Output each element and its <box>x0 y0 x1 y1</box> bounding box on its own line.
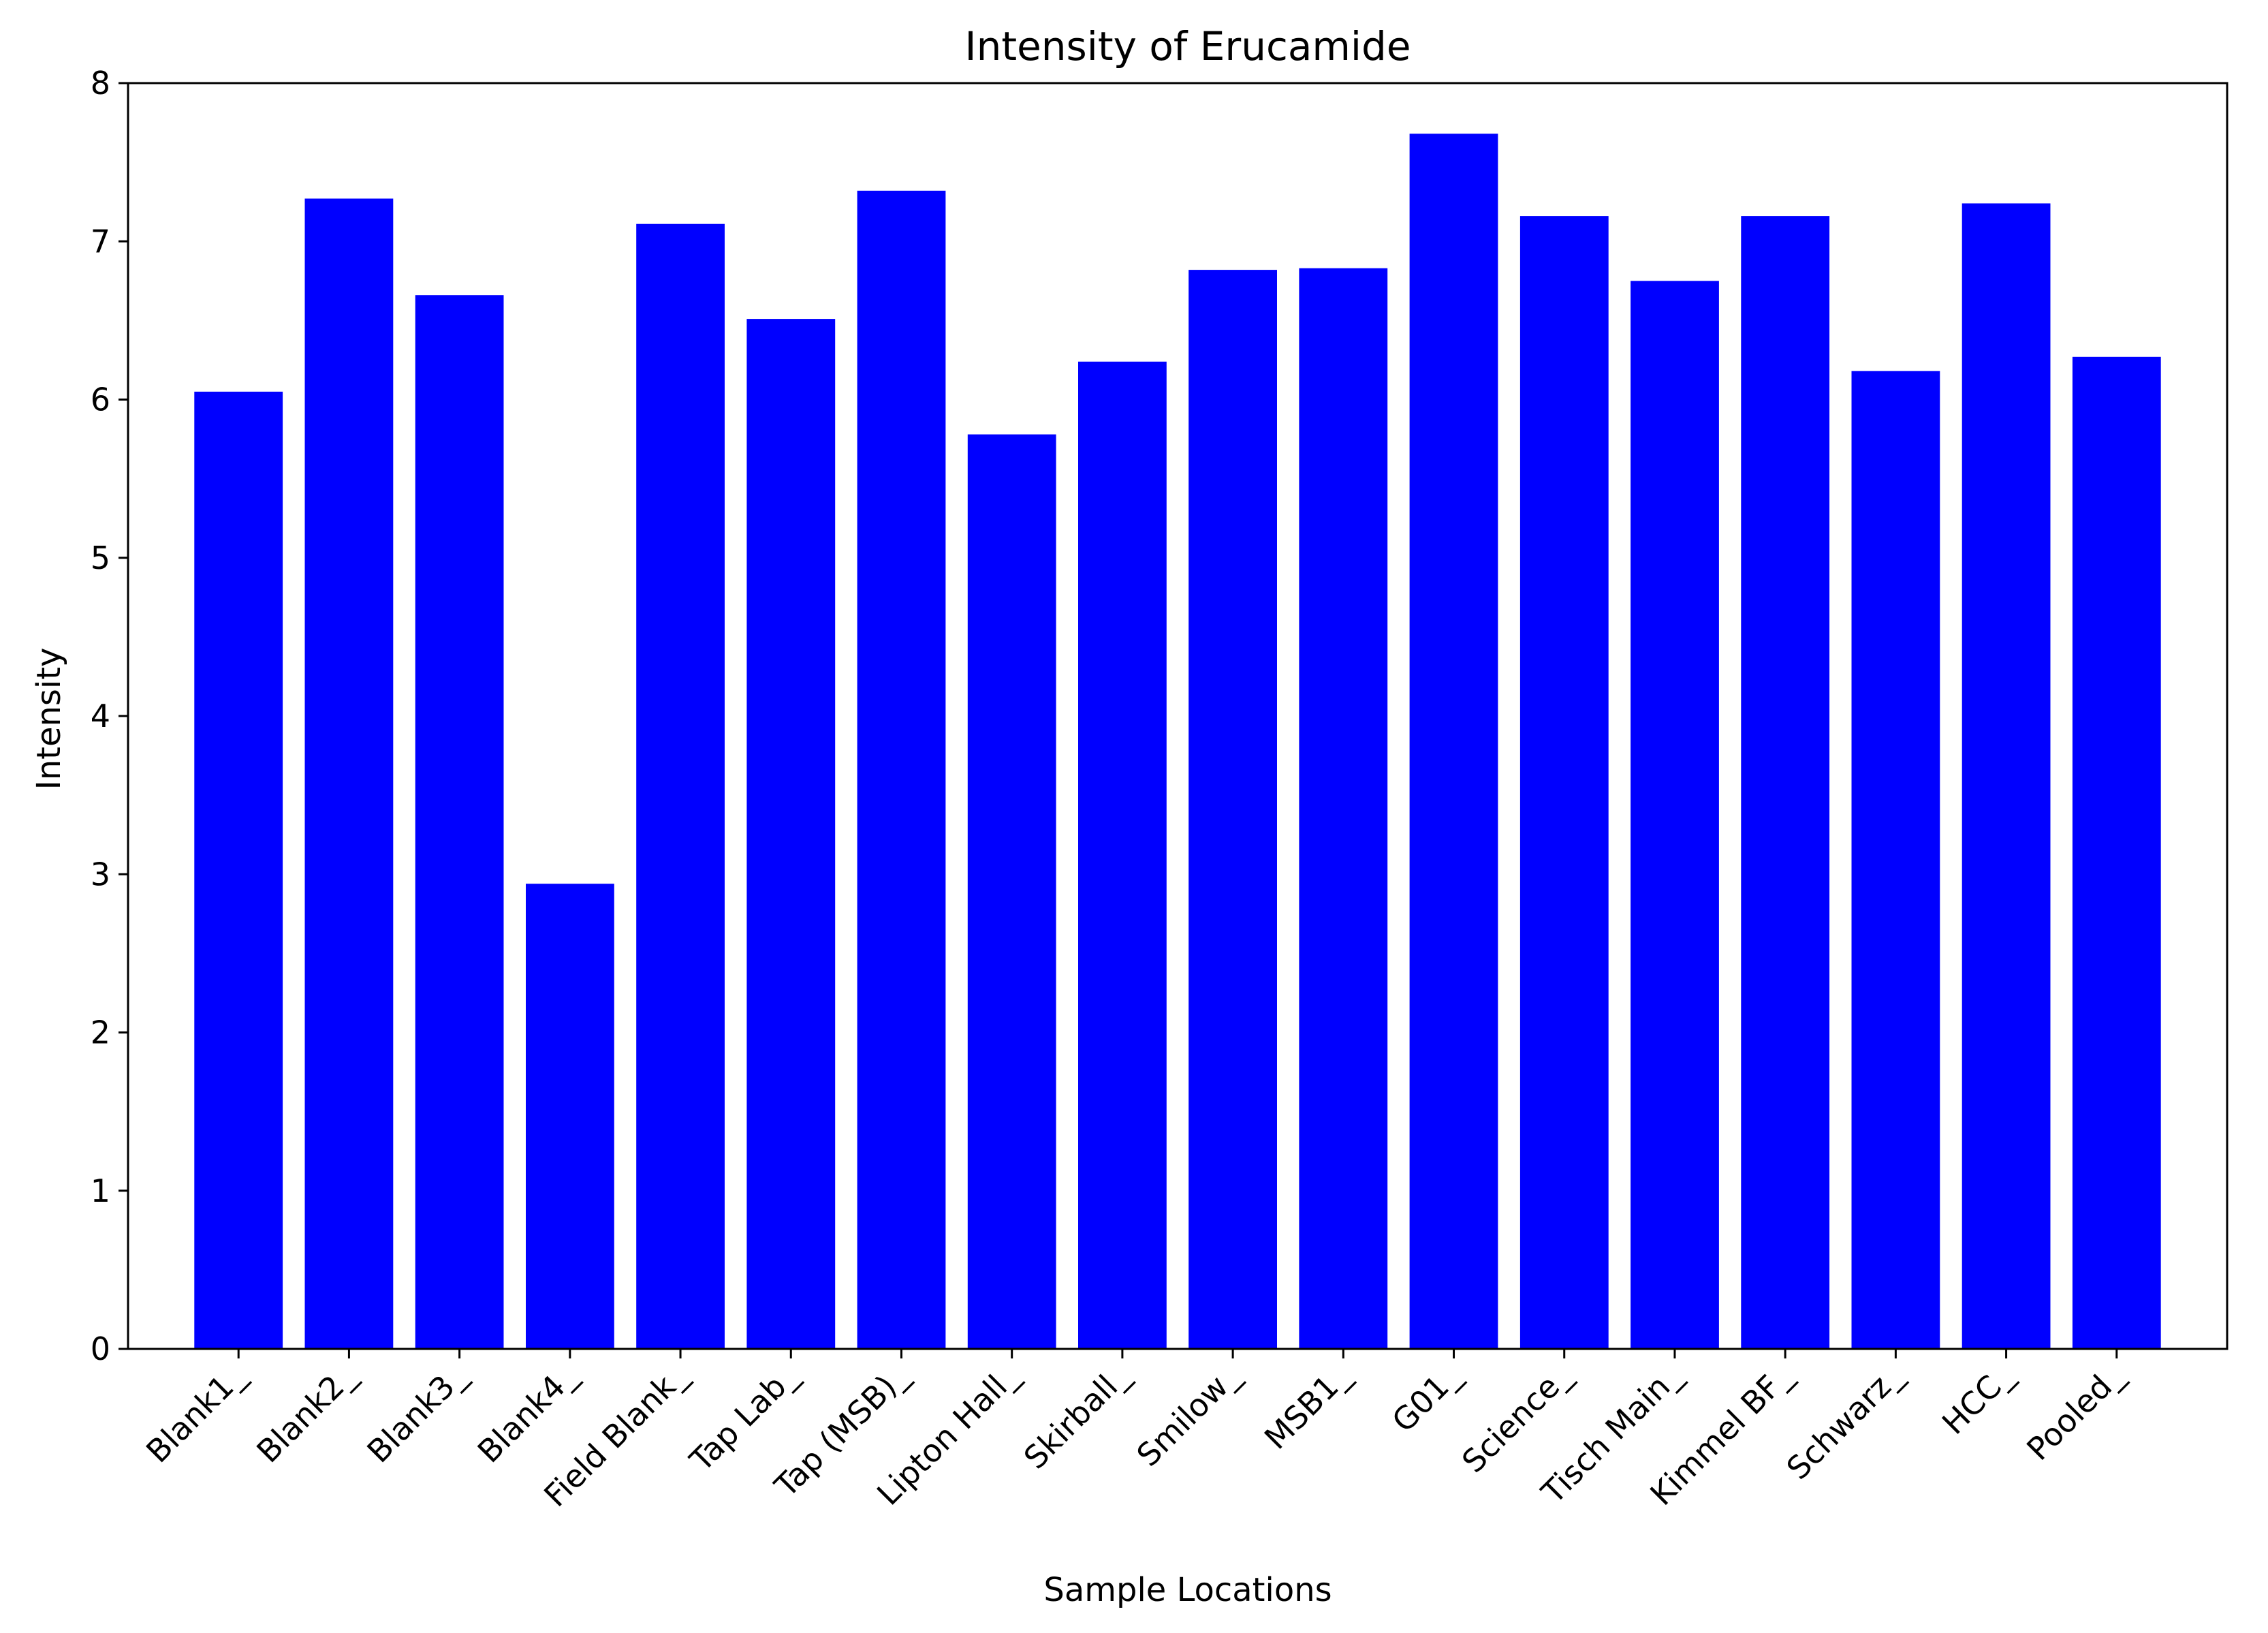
bar <box>1299 268 1388 1350</box>
y-tick-label: 5 <box>91 540 110 576</box>
x-tick-label: Blank2_ <box>249 1356 363 1470</box>
x-tick-label: G01_ <box>1385 1356 1468 1440</box>
y-tick-label: 6 <box>91 382 110 418</box>
bar <box>1078 361 1167 1349</box>
bar <box>857 190 946 1349</box>
bar <box>636 223 725 1350</box>
plot-area: 012345678Blank1_Blank2_Blank3_Blank4_Fie… <box>91 65 2228 1514</box>
axes-frame <box>127 82 2228 1350</box>
bar <box>967 434 1056 1349</box>
x-tick-label: Blank1_ <box>139 1356 253 1470</box>
bar <box>1519 216 1609 1350</box>
bar <box>1631 281 1719 1349</box>
x-tick-label: Skirball_ <box>1017 1356 1137 1476</box>
bar <box>526 884 614 1349</box>
bar <box>415 295 504 1350</box>
bar <box>194 391 283 1349</box>
y-tick-label: 2 <box>91 1014 110 1051</box>
bar <box>2072 356 2161 1349</box>
bar <box>304 198 394 1349</box>
x-tick-label: Blank4_ <box>471 1356 584 1470</box>
x-tick-label: Pooled_ <box>2019 1356 2130 1467</box>
bar <box>1851 371 1940 1350</box>
y-tick-label: 4 <box>91 698 110 734</box>
bar <box>1188 270 1277 1350</box>
y-axis-label: Intensity <box>30 648 68 790</box>
x-axis-label: Sample Locations <box>1043 1571 1332 1609</box>
y-tick-label: 3 <box>91 856 110 892</box>
bar <box>746 319 836 1350</box>
bar <box>1741 216 1830 1350</box>
x-tick-label: Smilow_ <box>1130 1356 1247 1474</box>
bar <box>1962 203 2051 1349</box>
x-tick-label: Schwarz_ <box>1780 1356 1910 1487</box>
x-tick-label: HCC_ <box>1935 1356 2020 1442</box>
bar <box>1409 134 1498 1349</box>
y-tick-label: 1 <box>91 1172 110 1209</box>
y-tick-label: 0 <box>91 1331 110 1367</box>
y-tick-label: 8 <box>91 65 110 102</box>
chart-title: Intensity of Erucamide <box>964 23 1411 69</box>
y-tick-label: 7 <box>91 223 110 260</box>
x-tick-label: MSB1_ <box>1257 1356 1357 1457</box>
x-tick-label: Blank3_ <box>360 1356 474 1470</box>
